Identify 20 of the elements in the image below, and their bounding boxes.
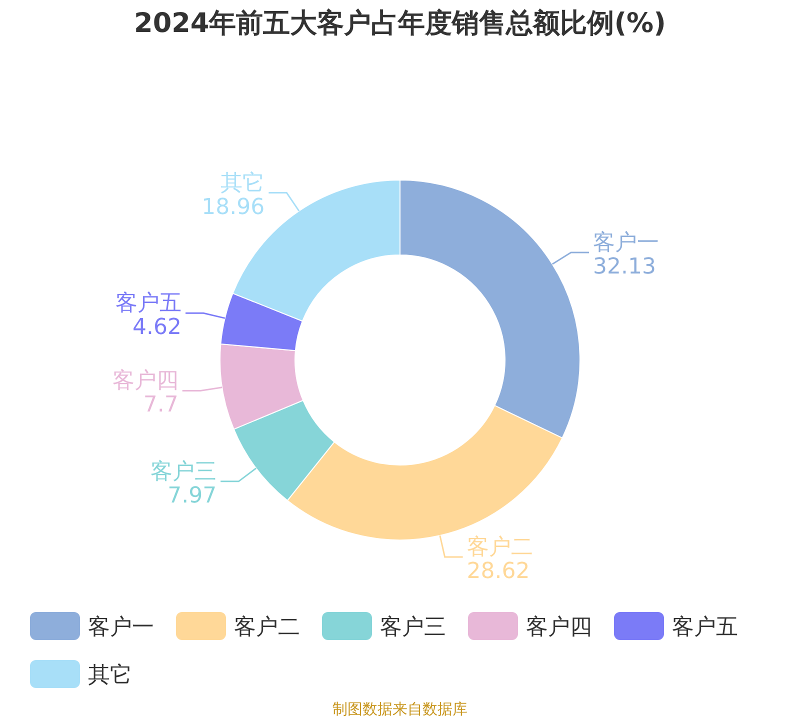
legend-label: 客户二 (234, 615, 300, 640)
data-label: 28.62 (466, 558, 530, 584)
slice-label: 客户二 (466, 534, 533, 560)
legend-label: 其它 (88, 663, 132, 688)
data-label: 7.97 (168, 483, 217, 508)
data-label: 7.7 (143, 392, 178, 418)
chart-title: 2024年前五大客户占年度销售总额比例(%) (134, 8, 666, 39)
slice-label: 客户三 (150, 459, 217, 484)
legend-label: 客户一 (88, 615, 154, 640)
slice-label: 客户四 (112, 368, 178, 394)
data-label: 18.96 (202, 194, 265, 220)
legend-label: 客户三 (380, 615, 446, 640)
text: 制图数据来自数据库 (332, 700, 468, 718)
slice-label: 客户五 (116, 291, 182, 316)
data-label: 4.62 (132, 315, 182, 340)
legend-label: 客户四 (526, 615, 592, 640)
slice-label: 其它 (220, 170, 265, 196)
legend-label: 客户五 (672, 615, 738, 640)
slice-label: 客户一 (592, 230, 659, 256)
data-label: 32.13 (592, 254, 656, 280)
